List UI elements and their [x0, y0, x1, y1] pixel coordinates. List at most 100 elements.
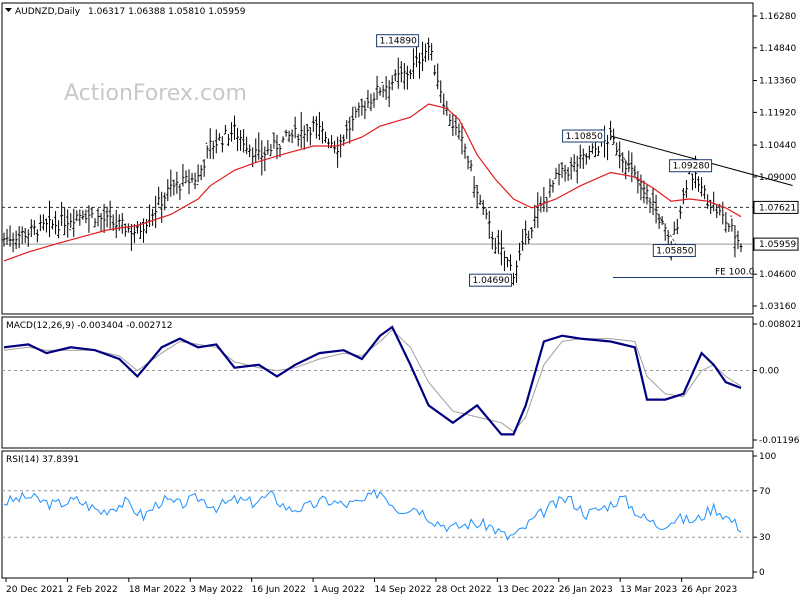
price-bar [5, 228, 9, 245]
price-bar [548, 178, 552, 198]
price-bar [596, 146, 600, 156]
price-bar [651, 187, 655, 216]
price-bar [175, 171, 179, 194]
price-bar [11, 232, 15, 253]
price-annotation-label: 1.10850 [566, 132, 603, 142]
price-bar [145, 218, 149, 234]
price-bar [533, 204, 537, 229]
price-bar [484, 207, 488, 220]
price-bar [508, 254, 512, 271]
price-bar [260, 140, 264, 176]
price-bar [102, 203, 106, 233]
price-annotation-label: 1.05850 [656, 247, 693, 257]
ohlc-label: 1.06317 1.06388 1.05810 1.05959 [88, 7, 246, 17]
price-bar [512, 272, 516, 286]
price-bar [733, 225, 737, 258]
price-bar [466, 155, 470, 170]
price-bar [424, 43, 428, 63]
price-bar [366, 89, 370, 108]
price-bar [372, 92, 376, 108]
price-bar [478, 194, 482, 206]
price-bar [348, 116, 352, 144]
price-bar [172, 179, 176, 196]
price-bar [378, 87, 382, 96]
price-bar [296, 133, 300, 147]
price-level-label: 1.05959 [759, 240, 796, 250]
price-bar [490, 231, 494, 250]
price-bar [202, 159, 206, 177]
price-bar [320, 121, 324, 144]
price-y-tick-label: 1.14840 [759, 44, 796, 54]
price-bar [317, 111, 321, 141]
price-bar [384, 76, 388, 100]
price-bar [87, 205, 91, 233]
price-bar [627, 150, 631, 173]
price-bar [554, 167, 558, 180]
price-bar [457, 123, 461, 140]
price-bar [451, 113, 455, 137]
price-annotation-label: 1.09280 [673, 162, 710, 172]
price-bar [272, 132, 276, 149]
price-bar [23, 227, 27, 244]
price-bar [727, 223, 731, 232]
price-bar [90, 206, 94, 219]
price-y-tick-label: 1.10440 [759, 141, 796, 151]
price-bar [290, 129, 294, 144]
macd-title: MACD(12,26,9) -0.003404 -0.002712 [6, 321, 172, 331]
price-bar [305, 124, 309, 142]
price-bar [75, 210, 79, 222]
dashed-projection-line [610, 135, 678, 247]
price-bar [339, 134, 343, 158]
price-bar [242, 129, 246, 153]
price-bar [327, 138, 331, 149]
price-bar [408, 69, 412, 80]
price-y-tick-label: 1.09000 [759, 173, 796, 183]
price-panel[interactable]: ActionForex.com AUDNZD,Daily 1.06317 1.0… [1, 2, 799, 315]
price-bar [730, 215, 734, 232]
price-bar [675, 218, 679, 235]
price-bar [84, 209, 88, 224]
price-bar [475, 184, 479, 209]
price-bar [245, 136, 249, 155]
price-bar [715, 204, 719, 218]
price-bar [157, 186, 161, 206]
rsi-y-tick-label: 70 [759, 487, 771, 497]
price-bar [151, 208, 155, 226]
price-bar [211, 140, 215, 160]
price-y-tick-label: 1.11920 [759, 108, 796, 118]
price-bar [29, 219, 33, 238]
price-bar [657, 213, 661, 229]
price-bar [560, 162, 564, 179]
price-bar [487, 210, 491, 239]
price-bar [269, 143, 273, 157]
x-tick-label: 28 Oct 2022 [436, 585, 492, 595]
x-tick-label: 16 Jun 2022 [252, 585, 306, 595]
price-bar [266, 139, 270, 155]
price-bar [681, 188, 685, 205]
price-bar [226, 134, 230, 147]
price-bar [584, 153, 588, 165]
price-bar [421, 41, 425, 72]
macd-panel[interactable]: MACD(12,26,9) -0.003404 -0.002712 0.0080… [1, 316, 800, 449]
price-level-box [753, 200, 799, 214]
price-bar [493, 237, 497, 254]
price-bar [181, 164, 185, 187]
price-bar [654, 194, 658, 224]
price-bar [135, 221, 139, 234]
fe-level-label: FE 100.0 [715, 267, 755, 277]
price-bar [369, 93, 373, 112]
price-bar [418, 52, 422, 79]
price-bar [193, 172, 197, 190]
rsi-panel[interactable]: RSI(14) 37.8391 100 70 30 0 [1, 450, 776, 579]
price-bar [69, 213, 73, 231]
price-bar [81, 210, 85, 220]
price-bar [99, 212, 103, 232]
price-bar [223, 124, 227, 135]
macd-panel-frame [1, 316, 754, 449]
price-bar [163, 192, 167, 211]
price-bar [624, 160, 628, 180]
price-bar [463, 143, 467, 159]
price-bar [357, 102, 361, 118]
collapse-triangle-icon[interactable] [5, 8, 12, 12]
